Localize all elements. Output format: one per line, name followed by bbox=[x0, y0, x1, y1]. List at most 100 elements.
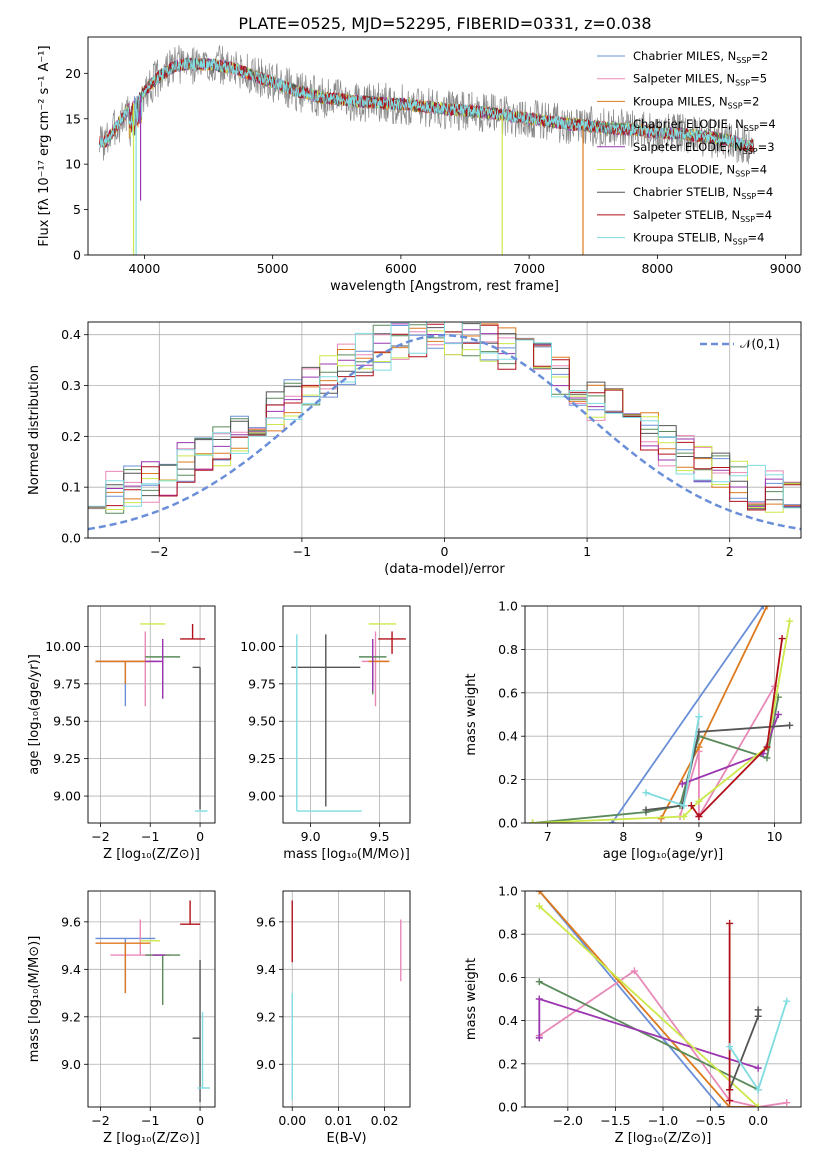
weight-point bbox=[657, 815, 665, 823]
x-axis-label: wavelength [Angstrom, rest frame] bbox=[330, 279, 559, 294]
weight-point bbox=[695, 797, 703, 805]
axes-frame bbox=[87, 890, 216, 1108]
x-tick-label: 8000 bbox=[641, 261, 673, 276]
x-axis-label: (data-model)/error bbox=[384, 562, 505, 577]
weight-point bbox=[783, 1099, 791, 1107]
weight-point bbox=[726, 1086, 734, 1094]
x-tick-label: 2 bbox=[726, 544, 734, 559]
y-tick-label: 9.6 bbox=[256, 914, 276, 929]
y-tick-label: 10.00 bbox=[45, 639, 81, 654]
weight-line bbox=[660, 606, 768, 820]
weight-point bbox=[726, 1043, 734, 1051]
weight-point bbox=[759, 606, 767, 610]
y-axis-label: Flux [fλ 10⁻¹⁷ erg cm⁻² s⁻¹ A⁻¹] bbox=[37, 45, 52, 246]
y-axis-label: mass weight bbox=[464, 958, 479, 1040]
weight-point bbox=[763, 606, 771, 610]
y-tick-label: 0.8 bbox=[498, 642, 518, 657]
y-tick-label: 0.1 bbox=[61, 480, 81, 495]
y-tick-label: 9.4 bbox=[61, 962, 81, 977]
x-tick-label: 0 bbox=[196, 829, 204, 844]
residuals-panel: −2 −1 0 1 2 0.0 0.1 0.2 0.3 0.4 (data-model)/error… bbox=[27, 321, 802, 577]
weight-point bbox=[642, 789, 650, 797]
y-tick-label: 0.2 bbox=[498, 772, 518, 787]
weight-point bbox=[695, 713, 703, 721]
mass-vs-metallicity-panel: −2 −1 0 9.0 9.2 9.4 9.6 Z [log₁₀(Z/Z⊙)] mass [lo… bbox=[27, 890, 216, 1146]
y-tick-label: 0.2 bbox=[498, 1056, 518, 1071]
x-tick-label: 0.00 bbox=[278, 1113, 306, 1128]
y-tick-label: 9.75 bbox=[53, 676, 81, 691]
y-tick-label: 0.8 bbox=[498, 927, 518, 942]
y-tick-label: 9.25 bbox=[248, 751, 276, 766]
weight-point bbox=[786, 617, 794, 625]
axes-frame bbox=[282, 890, 411, 1108]
weight-line bbox=[538, 891, 721, 1107]
x-tick-label: −1 bbox=[141, 829, 159, 844]
legend-label: Kroupa STELIB, NSSP=4 bbox=[633, 231, 764, 247]
y-tick-label: 0 bbox=[73, 248, 81, 263]
y-tick-label: 9.00 bbox=[248, 789, 276, 804]
x-tick-label: −2.0 bbox=[553, 1113, 583, 1128]
weight-point bbox=[726, 1103, 734, 1107]
y-axis-label: age [log₁₀(age/yr)] bbox=[27, 654, 42, 775]
weight-line bbox=[538, 891, 759, 1107]
plot-area bbox=[291, 623, 406, 812]
weight-point bbox=[783, 997, 791, 1005]
axes-frame bbox=[282, 605, 411, 824]
x-axis-label: Z [log₁₀(Z/Z⊙)] bbox=[103, 1131, 200, 1146]
y-tick-label: 0.6 bbox=[498, 685, 518, 700]
x-tick-label: −0.5 bbox=[695, 1113, 725, 1128]
y-tick-label: 0.3 bbox=[61, 378, 81, 393]
y-tick-label: 0.4 bbox=[498, 729, 518, 744]
weight-point bbox=[535, 995, 543, 1003]
x-tick-label: −2 bbox=[150, 544, 168, 559]
y-axis-label: mass weight bbox=[464, 673, 479, 755]
y-tick-label: 9.00 bbox=[53, 789, 81, 804]
legend-label: Chabrier STELIB, NSSP=4 bbox=[633, 185, 773, 201]
y-tick-label: 0.6 bbox=[498, 970, 518, 985]
weight-point bbox=[754, 1064, 762, 1072]
y-tick-label: 1.0 bbox=[498, 599, 518, 614]
y-tick-label: 9.6 bbox=[61, 914, 81, 929]
plot-area bbox=[95, 900, 211, 1103]
y-axis-label: Normed distribution bbox=[27, 365, 42, 495]
x-tick-label: 0 bbox=[196, 1113, 204, 1128]
y-tick-label: 10.00 bbox=[240, 639, 276, 654]
x-tick-label: −1.5 bbox=[600, 1113, 630, 1128]
weight-point bbox=[726, 1097, 734, 1105]
weight-point bbox=[630, 967, 638, 975]
y-tick-label: 10 bbox=[65, 157, 81, 172]
weight-point bbox=[687, 802, 695, 810]
x-tick-label: −2 bbox=[91, 1113, 109, 1128]
y-tick-label: 0.0 bbox=[498, 1100, 518, 1115]
x-tick-label: 9.5 bbox=[370, 829, 390, 844]
weight-point bbox=[678, 780, 686, 788]
x-tick-label: 0 bbox=[441, 544, 449, 559]
weight-point bbox=[535, 891, 543, 895]
x-tick-label: 1 bbox=[583, 544, 591, 559]
weight-point bbox=[695, 812, 703, 820]
legend-label: Salpeter STELIB, NSSP=4 bbox=[633, 208, 772, 224]
y-tick-label: 9.50 bbox=[248, 714, 276, 729]
weight-point bbox=[726, 919, 734, 927]
weight-line bbox=[690, 638, 783, 818]
y-tick-label: 0.0 bbox=[498, 816, 518, 831]
weight-point bbox=[774, 711, 782, 718]
y-tick-label: 9.0 bbox=[61, 1057, 81, 1072]
legend-label: Salpeter MILES, NSSP=5 bbox=[633, 72, 767, 88]
y-tick-label: 9.50 bbox=[53, 714, 81, 729]
x-tick-label: 9.0 bbox=[301, 829, 321, 844]
weight-point bbox=[680, 802, 688, 810]
legend-label: 𝒩(0,1) bbox=[740, 337, 780, 351]
weight-vs-age-panel: 7 8 9 10 0.0 0.2 0.4 0.6 0.8 1.0 age [log₁₀(age/yr… bbox=[464, 599, 802, 862]
weight-line bbox=[645, 716, 700, 807]
legend-label: Salpeter ELODIE, NSSP=3 bbox=[633, 140, 775, 156]
weight-point bbox=[535, 902, 543, 910]
y-tick-label: 0.4 bbox=[61, 327, 81, 342]
x-tick-label: 10 bbox=[767, 829, 783, 844]
age-vs-metallicity-panel: −2 −1 0 9.00 9.25 9.50 9.75 10.00 Z [log₁₀(Z/Z⊙)… bbox=[27, 605, 216, 862]
weight-point bbox=[754, 1103, 762, 1107]
histogram-kroupa-stelib bbox=[88, 322, 801, 538]
weight-point bbox=[763, 743, 771, 751]
weight-point bbox=[754, 1086, 762, 1094]
x-tick-label: 0.0 bbox=[748, 1113, 768, 1128]
